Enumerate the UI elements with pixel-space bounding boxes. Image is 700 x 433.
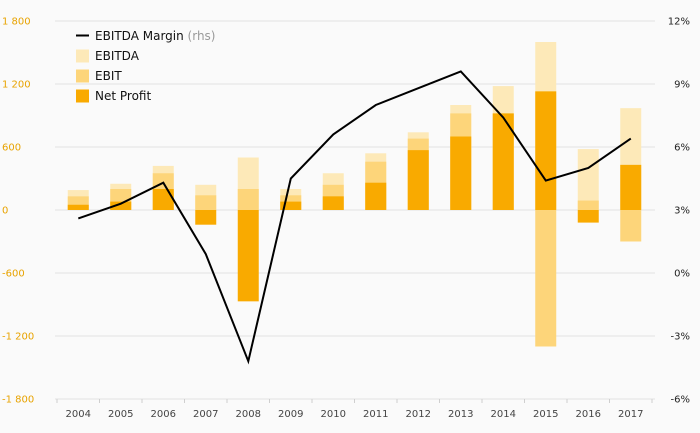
net-profit-bar bbox=[365, 182, 387, 210]
legend-swatch bbox=[76, 89, 89, 103]
left-tick-label: -1 800 bbox=[2, 395, 34, 406]
right-tick-label: 0% bbox=[674, 269, 690, 280]
x-axis-ticks: 2004 2005 2006 2007 2008 2009 2010 2011 2012 2013… bbox=[66, 409, 644, 420]
net-profit-bar bbox=[450, 136, 472, 210]
right-tick-label: 12% bbox=[668, 17, 690, 28]
x-tick-label: 2004 bbox=[66, 409, 91, 420]
left-tick-label: 1 200 bbox=[2, 80, 31, 91]
left-tick-label: -1 200 bbox=[2, 332, 34, 343]
right-axis-ticks: 12% 9% 6% 3% 0% -3% -6% bbox=[668, 17, 690, 406]
x-tick-label: 2009 bbox=[278, 409, 303, 420]
net-profit-bars bbox=[67, 91, 642, 302]
x-tick-label: 2006 bbox=[151, 409, 176, 420]
x-tick-label: 2011 bbox=[363, 409, 388, 420]
legend-label: EBITDA Margin (rhs) bbox=[95, 29, 216, 43]
left-tick-label: 1 800 bbox=[2, 17, 31, 28]
x-tick-label: 2005 bbox=[108, 409, 133, 420]
ebit-bar bbox=[237, 189, 259, 210]
x-tick-label: 2007 bbox=[193, 409, 218, 420]
x-tick-label: 2014 bbox=[491, 409, 516, 420]
ebitda-margin-line bbox=[77, 70, 632, 365]
right-tick-label: 9% bbox=[674, 80, 690, 91]
grid-lines bbox=[55, 20, 655, 403]
net-profit-bar bbox=[280, 201, 302, 210]
left-axis-ticks: 1 800 1 200 600 0 -600 -1 200 -1 800 bbox=[2, 17, 34, 406]
ebit-bar bbox=[620, 210, 642, 242]
legend-label: EBIT bbox=[95, 69, 122, 83]
legend-swatch bbox=[76, 69, 89, 83]
net-profit-bar bbox=[620, 164, 642, 210]
net-profit-bar bbox=[237, 210, 259, 302]
net-profit-bar bbox=[535, 91, 557, 210]
x-tick-label: 2012 bbox=[406, 409, 431, 420]
ebit-bar bbox=[195, 195, 217, 210]
net-profit-bar bbox=[195, 210, 217, 225]
ebit-bar bbox=[535, 210, 557, 347]
left-tick-label: 600 bbox=[2, 143, 21, 154]
right-tick-label: -3% bbox=[671, 332, 690, 343]
legend-label: Net Profit bbox=[95, 89, 151, 103]
legend-swatch bbox=[76, 49, 89, 63]
legend: EBITDA Margin (rhs) EBITDA EBIT Net Profit bbox=[76, 29, 216, 103]
legend-note: (rhs) bbox=[184, 29, 216, 43]
right-tick-label: 6% bbox=[674, 143, 690, 154]
net-profit-bar bbox=[577, 210, 599, 223]
legend-label: EBITDA bbox=[95, 49, 140, 63]
x-tick-label: 2010 bbox=[321, 409, 346, 420]
net-profit-bar bbox=[407, 150, 429, 210]
x-tick-label: 2016 bbox=[576, 409, 601, 420]
ebit-bar bbox=[577, 200, 599, 210]
left-tick-label: -600 bbox=[2, 269, 25, 280]
x-tick-label: 2013 bbox=[448, 409, 473, 420]
right-tick-label: 3% bbox=[674, 206, 690, 217]
left-tick-label: 0 bbox=[2, 206, 8, 217]
x-tick-label: 2015 bbox=[533, 409, 558, 420]
net-profit-bar bbox=[67, 204, 89, 210]
x-tick-label: 2017 bbox=[618, 409, 643, 420]
net-profit-bar bbox=[492, 113, 514, 210]
net-profit-bar bbox=[110, 201, 132, 210]
x-tick-label: 2008 bbox=[236, 409, 261, 420]
net-profit-bar bbox=[322, 196, 344, 210]
net-profit-bar bbox=[152, 189, 174, 210]
right-tick-label: -6% bbox=[671, 395, 690, 406]
